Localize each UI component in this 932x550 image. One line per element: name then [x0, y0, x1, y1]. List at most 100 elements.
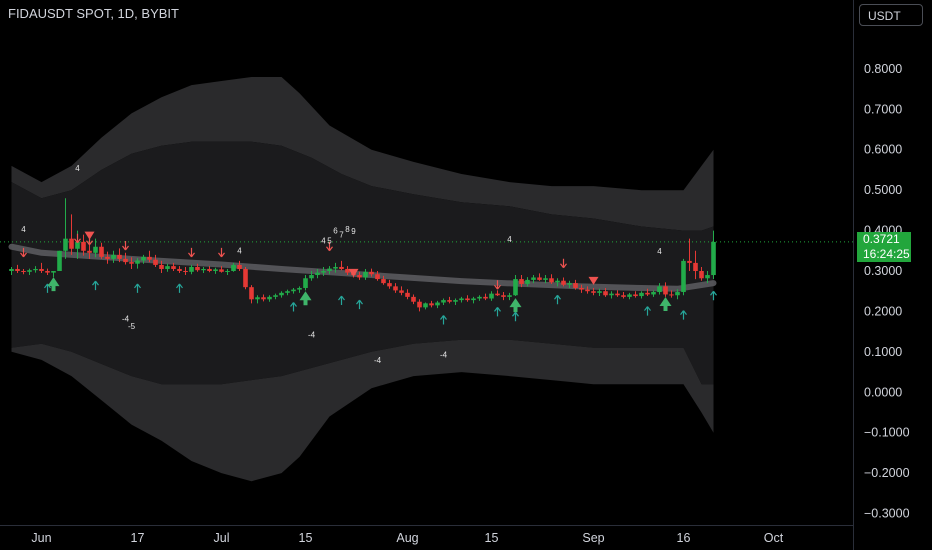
candle-down	[375, 274, 380, 280]
candle-up	[93, 246, 98, 253]
candle-up	[267, 296, 272, 300]
candle-up	[681, 260, 686, 293]
price-axis-label: 0.7000	[864, 102, 902, 116]
sell-signal-arrow	[188, 247, 195, 258]
chart-title: FIDAUSDT SPOT, 1D, BYBIT	[8, 6, 179, 21]
candle-down	[81, 241, 86, 251]
candle-up	[315, 272, 320, 276]
time-axis-label: 15	[485, 531, 499, 545]
candle-up	[555, 280, 560, 283]
candle-up	[279, 292, 284, 296]
candle-down	[123, 258, 128, 263]
candle-down	[447, 300, 452, 302]
count-label: 5	[327, 237, 332, 246]
candle-down	[171, 266, 176, 269]
candle-down	[621, 295, 626, 297]
candle-up	[225, 271, 230, 272]
candle-up	[321, 271, 326, 273]
sell-signal-arrow	[20, 247, 27, 258]
time-axis-label: 15	[299, 531, 313, 545]
candle-down	[699, 271, 704, 279]
candle-up	[309, 275, 314, 279]
candle-down	[387, 283, 392, 287]
count-label: 7	[339, 230, 344, 239]
candle-down	[399, 290, 404, 293]
strong-buy-signal	[299, 291, 312, 306]
candle-down	[501, 295, 506, 297]
candle-up	[27, 270, 32, 272]
candle-up	[213, 269, 218, 271]
price-axis-label: 0.3000	[864, 264, 902, 278]
time-axis-label: Jul	[214, 531, 230, 545]
candle-down	[591, 291, 596, 293]
candle-up	[525, 279, 530, 284]
candle-up	[51, 271, 56, 273]
price-axis-label: 0.8000	[864, 62, 902, 76]
candle-up	[327, 268, 332, 271]
candle-up	[453, 300, 458, 302]
candle-up	[165, 266, 170, 269]
count-label: 4	[75, 164, 80, 173]
candle-down	[147, 256, 152, 260]
sell-signal-arrow	[326, 241, 333, 252]
candle-up	[705, 275, 710, 279]
candle-down	[195, 266, 200, 271]
time-axis-label: Sep	[582, 531, 604, 545]
candle-up	[231, 264, 236, 271]
candle-down	[219, 269, 224, 272]
candle-down	[645, 292, 650, 295]
sell-signal-arrow	[122, 240, 129, 251]
candle-up	[273, 295, 278, 297]
candle-down	[39, 268, 44, 271]
candle-up	[135, 260, 140, 264]
candle-down	[495, 293, 500, 296]
time-axis-label: 16	[677, 531, 691, 545]
count-label: 4	[21, 225, 26, 234]
candle-up	[435, 302, 440, 306]
candle-down	[429, 303, 434, 306]
candle-down	[99, 246, 104, 257]
candle-up	[423, 303, 428, 308]
candle-down	[615, 293, 620, 296]
candle-up	[285, 291, 290, 293]
candle-down	[693, 262, 698, 271]
candle-down	[561, 280, 566, 285]
candle-down	[381, 279, 386, 284]
count-label: 4	[657, 247, 662, 256]
lower-inner-band	[11, 246, 714, 385]
bar-countdown: 16:24:25	[863, 247, 910, 261]
candle-down	[207, 268, 212, 271]
buy-signal-arrow	[338, 295, 345, 306]
buy-signal-arrow	[494, 307, 501, 317]
buy-signal-arrow	[176, 283, 183, 293]
candle-down	[603, 291, 608, 296]
candle-up	[201, 268, 206, 271]
currency-button[interactable]: USDT	[859, 4, 923, 26]
time-axis-label: Aug	[396, 531, 418, 545]
buy-signal-arrow	[92, 280, 99, 291]
candle-up	[471, 298, 476, 301]
candle-down	[633, 294, 638, 297]
price-axis-label: 0.0000	[864, 385, 902, 399]
buy-signal-arrow	[644, 306, 651, 316]
strong-sell-signal	[588, 276, 599, 285]
candle-up	[639, 292, 644, 297]
count-label: -5	[128, 322, 136, 331]
candle-down	[405, 292, 410, 297]
candle-up	[363, 271, 368, 278]
candle-down	[585, 289, 590, 292]
candle-down	[153, 259, 158, 265]
candle-down	[87, 250, 92, 253]
current-price-tag: 0.3721 16:24:25	[857, 232, 911, 262]
candle-down	[519, 279, 524, 284]
current-price-value: 0.3721	[863, 232, 900, 246]
candle-down	[237, 264, 242, 269]
price-axis-label: −0.1000	[864, 426, 910, 440]
time-axis-label: 17	[131, 531, 145, 545]
upper-outer-band	[11, 77, 714, 231]
candle-up	[543, 278, 548, 280]
candle-down	[21, 271, 26, 272]
price-axis-label: −0.3000	[864, 507, 910, 521]
